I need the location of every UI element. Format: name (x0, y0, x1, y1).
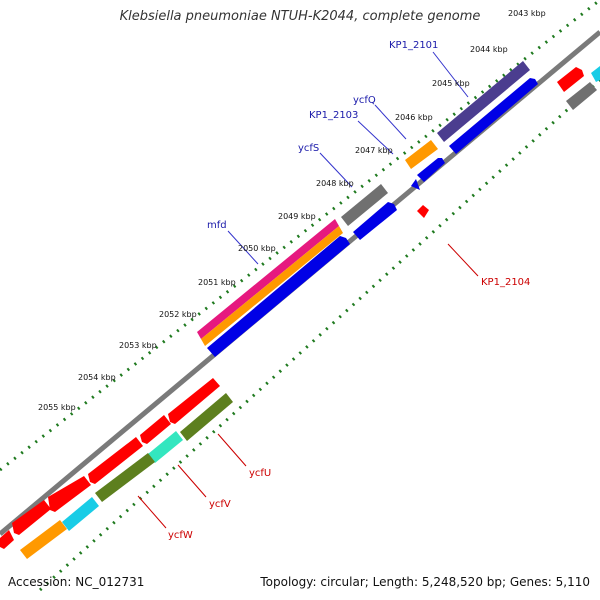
map-title: Klebsiella pneumoniae NTUH-K2044, comple… (119, 9, 481, 24)
connector-mfd (227, 230, 259, 265)
gene-ycfu-olive[interactable] (180, 393, 233, 441)
gene-label-mfd[interactable]: mfd (207, 220, 227, 231)
label-connectors (137, 51, 479, 529)
tick-label: 2047 kbp (355, 146, 393, 155)
gene-label-ycfu[interactable]: ycfU (249, 468, 271, 479)
connector-ycfs (319, 152, 353, 188)
tick-label: 2051 kbp (198, 278, 236, 287)
gene-blue-forward-1[interactable] (449, 78, 538, 154)
gene-orange-forward[interactable] (201, 226, 343, 346)
connector-kp1-2101 (432, 51, 469, 98)
gene-red-forward-right[interactable] (557, 67, 584, 92)
gene-red-reverse-2[interactable] (140, 415, 171, 444)
gene-ycfs-gray[interactable] (341, 184, 388, 226)
gene-ycfq-orange[interactable] (405, 140, 438, 169)
tick-label: 2045 kbp (432, 79, 470, 88)
gene-label-ycfq[interactable]: ycfQ (353, 95, 376, 106)
gene-red-reverse-5[interactable] (12, 500, 51, 535)
gene-kp1-2101-navy[interactable] (437, 61, 530, 142)
connector-ycfu (217, 433, 247, 467)
gene-blue-forward-small[interactable] (411, 179, 420, 190)
connector-ycfw (137, 495, 167, 529)
gene-label-kp1-2103[interactable]: KP1_2103 (309, 110, 358, 121)
tick-label: 2052 kbp (159, 310, 197, 319)
tick-label: 2044 kbp (470, 45, 508, 54)
tick-label: 2046 kbp (395, 113, 433, 122)
gene-blue-forward-long[interactable] (207, 236, 350, 357)
gene-red-reverse-3[interactable] (88, 437, 143, 484)
gene-blue-forward-2[interactable] (417, 158, 445, 182)
gene-aqua-reverse[interactable] (148, 431, 183, 463)
tick-label: 2053 kbp (119, 341, 157, 350)
connector-ycfq (374, 104, 407, 140)
tick-label: 2048 kbp (316, 179, 354, 188)
inner-tick-track (38, 78, 600, 592)
tick-label: 2050 kbp (238, 244, 276, 253)
connector-ycfv (177, 464, 207, 498)
gene-red-reverse-4[interactable] (48, 476, 91, 512)
gene-cyan-forward-right[interactable] (591, 66, 600, 82)
gene-mfd-pink[interactable] (197, 219, 339, 339)
gene-label-kp1-2104[interactable]: KP1_2104 (481, 277, 530, 288)
gene-red-reverse-6[interactable] (0, 530, 14, 549)
tick-label: 2049 kbp (278, 212, 316, 221)
gene-blue-forward-3[interactable] (353, 202, 397, 240)
genome-stats-text: Topology: circular; Length: 5,248,520 bp… (260, 575, 590, 589)
gene-red-reverse-1[interactable] (168, 378, 220, 424)
tick-labels: 2043 kbp 2044 kbp 2045 kbp 2046 kbp 2047… (38, 9, 546, 412)
tick-label: 2055 kbp (38, 403, 76, 412)
gene-labels: KP1_2101 ycfQ KP1_2103 ycfS mfd KP1_2104… (168, 40, 530, 541)
connector-kp1-2103 (357, 120, 394, 155)
gene-label-kp1-2101[interactable]: KP1_2101 (389, 40, 438, 51)
forward-strand-genes (197, 61, 600, 357)
gene-ycfv-olive[interactable] (95, 453, 155, 502)
gene-kp1-2104-red[interactable] (417, 205, 429, 218)
outer-tick-track (0, 0, 600, 472)
gene-gray-forward-right[interactable] (566, 82, 597, 110)
gene-cyan-reverse[interactable] (62, 497, 99, 531)
gene-label-ycfw[interactable]: ycfW (168, 530, 193, 541)
gene-label-ycfs[interactable]: ycfS (298, 143, 319, 154)
reverse-strand-genes (0, 205, 429, 559)
tick-label: 2043 kbp (508, 9, 546, 18)
connector-kp1-2104 (447, 243, 479, 277)
accession-text: Accession: NC_012731 (8, 575, 145, 589)
gene-label-ycfv[interactable]: ycfV (209, 499, 231, 510)
tick-label: 2054 kbp (78, 373, 116, 382)
gene-ycfw-orange[interactable] (20, 520, 67, 559)
